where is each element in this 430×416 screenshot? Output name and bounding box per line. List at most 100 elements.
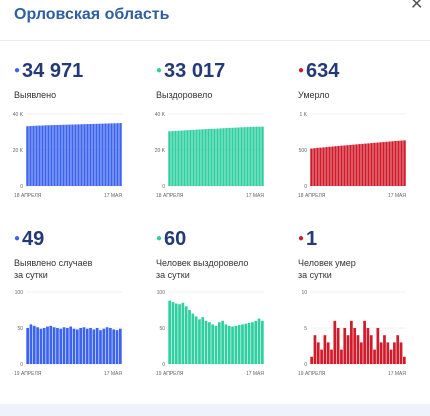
bar bbox=[234, 325, 238, 364]
bar bbox=[350, 320, 353, 364]
bar bbox=[214, 325, 218, 364]
bar bbox=[376, 328, 380, 364]
bar bbox=[246, 127, 249, 186]
chart-3: 100 50 0 19 АПРЕЛЯ 17 МАЯ bbox=[14, 290, 122, 377]
dot-icon: ● bbox=[156, 233, 163, 244]
bar bbox=[393, 342, 396, 364]
stat-label: Умерло bbox=[298, 90, 330, 100]
y-tick-label: 0 bbox=[20, 184, 23, 190]
y-tick-label: 20 K bbox=[13, 148, 24, 154]
bar bbox=[210, 128, 213, 186]
bar bbox=[386, 342, 390, 364]
bar bbox=[53, 125, 56, 186]
bar bbox=[261, 126, 264, 186]
x-end-label: 17 МАЯ bbox=[104, 371, 122, 377]
bar bbox=[260, 320, 264, 364]
stat-card-3: ● 49 Выявлено случаев за сутки bbox=[14, 228, 144, 281]
bar bbox=[369, 335, 373, 364]
bar bbox=[62, 327, 66, 364]
stat-label: Человек выздоровело за сутки bbox=[156, 258, 249, 280]
y-tick-label: 50 bbox=[159, 326, 165, 332]
bar bbox=[71, 124, 74, 186]
bar bbox=[171, 131, 174, 186]
y-tick-label: 10 bbox=[301, 290, 307, 296]
bar bbox=[83, 124, 86, 186]
stat-value-text: 1 bbox=[306, 228, 318, 250]
bar bbox=[68, 124, 71, 186]
bar bbox=[227, 325, 231, 364]
bar bbox=[198, 129, 201, 186]
bar bbox=[379, 342, 383, 364]
bar bbox=[113, 123, 116, 186]
bar bbox=[107, 123, 110, 186]
bar bbox=[32, 325, 36, 364]
bar bbox=[112, 329, 116, 364]
bar bbox=[74, 124, 77, 186]
x-start-label: 19 АПРЕЛЯ bbox=[298, 371, 326, 377]
y-tick-label: 1 K bbox=[299, 112, 307, 118]
bar bbox=[251, 322, 254, 364]
x-start-label: 18 АПРЕЛЯ bbox=[156, 193, 184, 199]
bar bbox=[370, 143, 373, 186]
bar bbox=[394, 141, 397, 186]
bar bbox=[340, 349, 343, 364]
bar bbox=[352, 144, 355, 186]
dot-icon: ● bbox=[298, 233, 305, 244]
bar bbox=[56, 328, 59, 364]
bar bbox=[174, 130, 177, 186]
bar bbox=[240, 127, 243, 186]
bar bbox=[364, 143, 367, 186]
bar bbox=[243, 127, 246, 186]
footer-bar bbox=[0, 404, 430, 416]
x-start-label: 19 АПРЕЛЯ bbox=[14, 371, 42, 377]
stat-value-text: 34 971 bbox=[22, 60, 84, 82]
bar bbox=[403, 140, 406, 186]
bar bbox=[257, 318, 261, 364]
bar bbox=[328, 146, 331, 186]
bar bbox=[358, 144, 361, 186]
bar bbox=[32, 125, 35, 186]
bar bbox=[323, 335, 327, 364]
x-start-label: 18 АПРЕЛЯ bbox=[14, 193, 42, 199]
bar bbox=[207, 128, 210, 186]
bar bbox=[313, 148, 316, 186]
bar bbox=[105, 327, 109, 364]
bar bbox=[402, 356, 406, 364]
bar bbox=[363, 320, 366, 364]
bar bbox=[224, 324, 228, 364]
stat-value: ● 634 bbox=[298, 60, 428, 83]
bar bbox=[331, 146, 334, 186]
bar bbox=[389, 349, 393, 364]
bar bbox=[92, 329, 96, 364]
bar bbox=[237, 325, 241, 364]
bar bbox=[89, 328, 92, 364]
close-icon[interactable]: ✕ bbox=[410, 0, 424, 13]
bar bbox=[310, 356, 314, 364]
bar bbox=[330, 349, 333, 364]
bar bbox=[343, 145, 346, 186]
bar bbox=[400, 140, 403, 186]
stat-value: ● 60 bbox=[156, 228, 286, 251]
stat-label: Человек умер за сутки bbox=[298, 258, 356, 280]
bar bbox=[92, 123, 95, 186]
bar bbox=[29, 324, 33, 364]
bar bbox=[194, 316, 198, 364]
bar bbox=[39, 328, 43, 364]
bar bbox=[29, 126, 32, 186]
bar bbox=[356, 335, 360, 364]
bar bbox=[333, 320, 337, 364]
bar bbox=[373, 142, 376, 186]
bar bbox=[255, 126, 258, 186]
dot-icon: ● bbox=[298, 65, 305, 76]
bar bbox=[56, 124, 59, 186]
stat-label: Выявлено bbox=[14, 90, 57, 100]
bar bbox=[225, 128, 228, 186]
bar bbox=[184, 306, 188, 364]
bar bbox=[85, 328, 89, 364]
y-tick-label: 20 K bbox=[155, 148, 166, 154]
bar bbox=[180, 130, 183, 186]
x-start-label: 19 АПРЕЛЯ bbox=[156, 371, 184, 377]
bar bbox=[79, 328, 82, 364]
stat-value-text: 60 bbox=[164, 228, 187, 250]
bar bbox=[391, 141, 394, 186]
